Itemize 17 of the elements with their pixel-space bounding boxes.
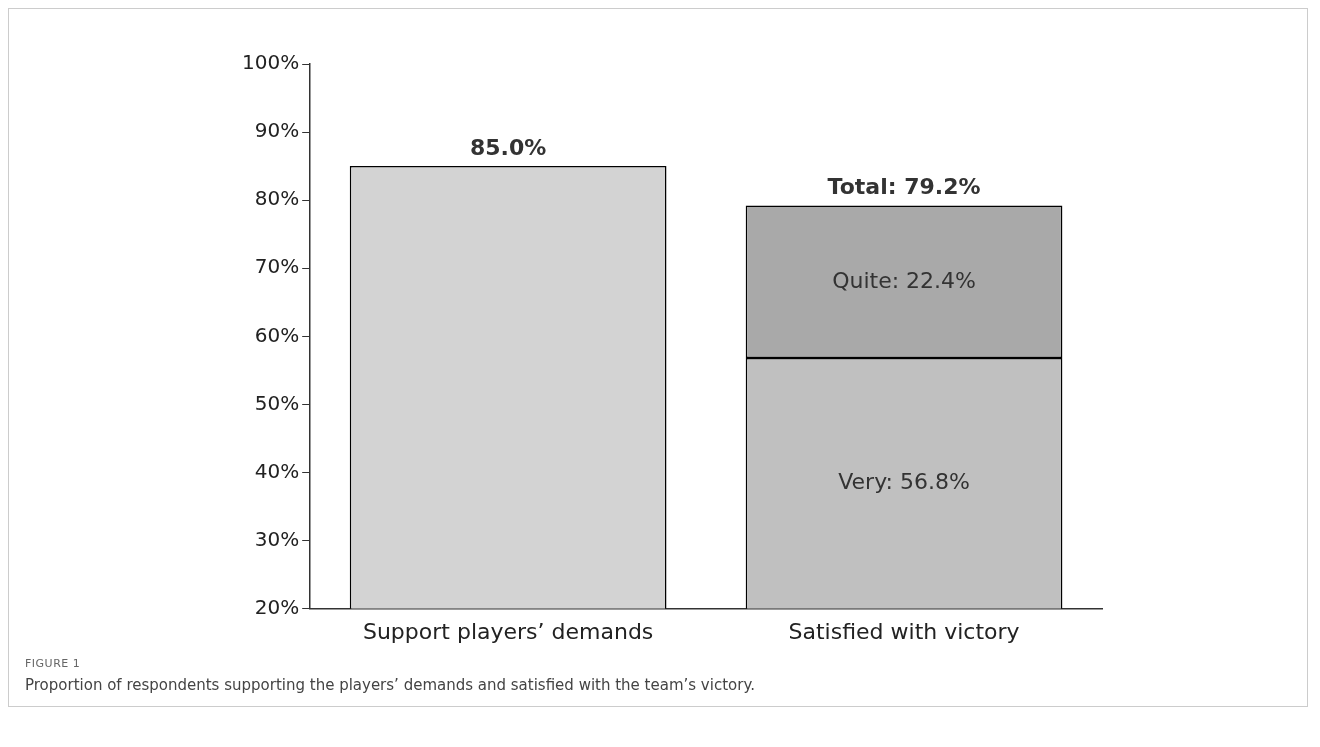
y-tick-label: 80% bbox=[254, 186, 300, 211]
y-tick-label: 30% bbox=[254, 526, 300, 551]
y-tick-label: 50% bbox=[254, 390, 300, 415]
total-label: Total: 79.2% bbox=[827, 174, 981, 200]
x-tick-label: Support players’ demands bbox=[362, 618, 654, 644]
y-tick-label: 100% bbox=[241, 50, 300, 75]
y-tick-label: 70% bbox=[254, 254, 300, 279]
y-tick-label: 40% bbox=[254, 458, 300, 483]
y-tick-label: 20% bbox=[254, 594, 300, 619]
y-tick-label: 60% bbox=[254, 322, 300, 347]
data-label: Very: 56.8% bbox=[838, 469, 970, 495]
data-label: Quite: 22.4% bbox=[832, 267, 976, 293]
x-tick-label: Satisfied with victory bbox=[788, 618, 1020, 644]
total-label: 85.0% bbox=[469, 134, 547, 160]
text: Proportion of respondents supporting the players’ demands and satisfied with the team’s victory. bbox=[25, 676, 756, 694]
y-tick-label: 90% bbox=[254, 118, 300, 143]
caption: FIGURE 1 bbox=[25, 657, 82, 670]
